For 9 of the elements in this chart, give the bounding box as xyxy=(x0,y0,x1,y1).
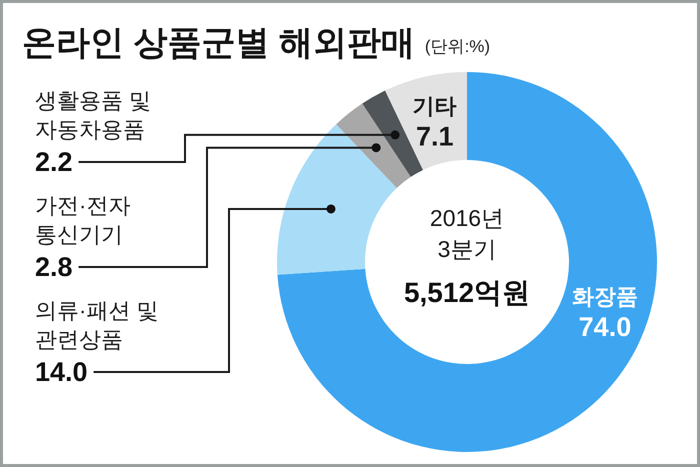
label: 생활용품 및 자동차용품 2.2 xyxy=(35,88,152,177)
label: 화장품 74.0 xyxy=(572,284,638,342)
title: 온라인 상품군별 해외판매 xyxy=(22,24,415,62)
label: 의류·패션 및 관련상품 14.0 xyxy=(35,298,158,387)
subtitle: (단위:%) xyxy=(424,37,490,56)
annotation: 2016년 3분기 xyxy=(430,205,504,262)
label: 가전·전자 통신기기 2.8 xyxy=(35,193,130,282)
annotation: 5,512억원 xyxy=(404,277,530,308)
label: 기타 7.1 xyxy=(412,94,457,152)
